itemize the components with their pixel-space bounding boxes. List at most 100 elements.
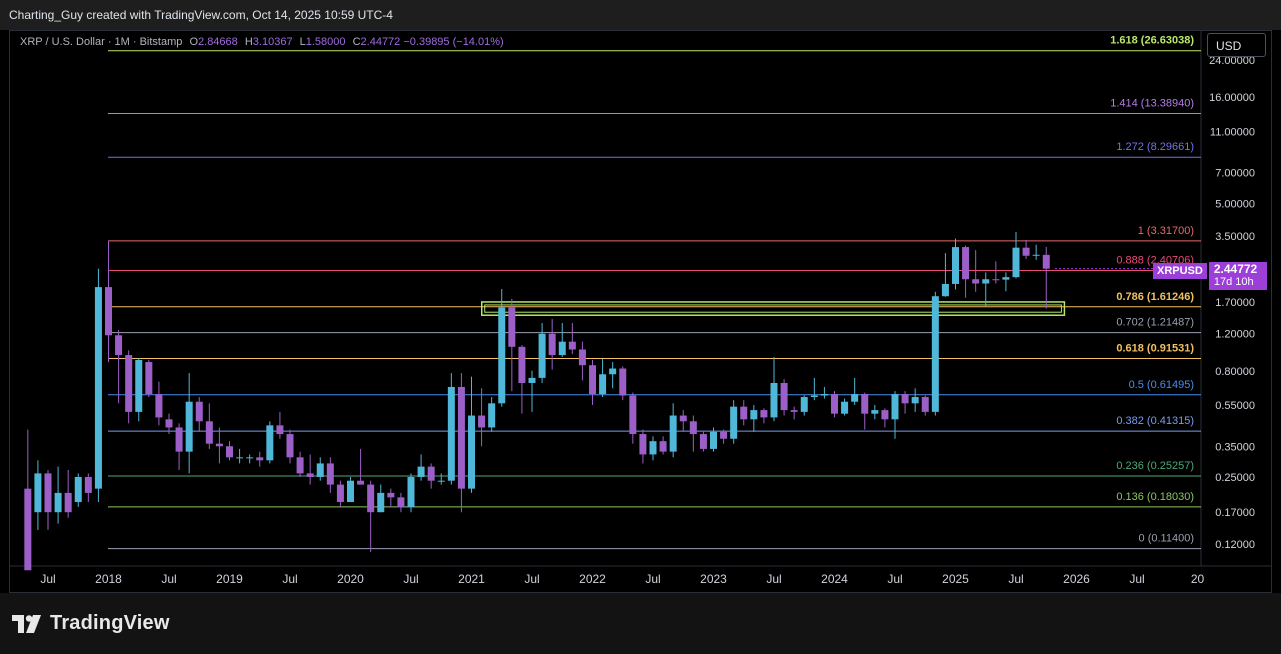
candle-body-2020-02 [357,480,365,485]
candle-body-2024-10 [921,397,929,412]
candle-body-2017-07 [44,473,52,513]
candle-body-2017-09 [64,492,72,513]
attribution-text: Charting_Guy created with TradingView.co… [9,8,393,22]
low-value: 1.58000 [305,36,346,48]
candle-body-2023-03 [730,406,738,439]
candle-body-2019-05 [266,425,274,461]
close-value: 2.44772 [360,36,401,48]
x-tick-2025-07: Jul [1008,572,1023,586]
candle-body-2020-04 [377,492,385,513]
candle-body-2022-09 [669,415,677,452]
candle-body-2019-02 [236,457,244,459]
x-tick-2026-01: 2026 [1063,572,1090,586]
low-label: L [299,36,306,48]
candle-body-2021-07 [528,377,536,383]
candle-body-2025-09 [1032,254,1040,256]
candle-body-2018-03 [125,355,133,412]
symbol-legend[interactable]: XRP / U.S. Dollar · 1M · Bitstamp O2.846… [20,36,504,48]
y-tick-0.25000: 0.25000 [1215,472,1255,484]
candle-body-2019-07 [286,434,294,458]
x-tick-2025-01: 2025 [942,572,969,586]
candle-body-2018-04 [135,360,143,412]
x-tick-2026-07: Jul [1129,572,1144,586]
candle-body-2019-04 [256,457,264,461]
candle-body-2023-11 [810,395,818,398]
candle-body-2025-02 [962,247,970,280]
candle-body-2019-12 [336,484,344,503]
x-tick-2017-07: Jul [40,572,55,586]
x-tick-2018-01: 2018 [95,572,122,586]
y-tick-0.80000: 0.80000 [1215,366,1255,378]
candle-body-2021-08 [538,333,546,378]
x-tick-2027-01: 20 [1191,572,1205,586]
fib-label-1.414: 1.414 (13.38940) [1110,97,1194,109]
x-tick-2024-01: 2024 [821,572,848,586]
candle-body-2017-11 [84,476,92,493]
y-tick-5.00000: 5.00000 [1215,198,1255,210]
y-tick-0.12000: 0.12000 [1215,539,1255,551]
candle-body-2023-08 [780,382,788,411]
price-tag-symbol: XRPUSD [1153,263,1207,279]
candle-body-2020-03 [367,484,375,513]
candle-body-2020-01 [347,480,354,503]
currency-button[interactable]: USD [1207,33,1266,57]
candle-body-2022-02 [599,374,607,395]
x-tick-2019-07: Jul [282,572,297,586]
candle-body-2024-09 [911,397,919,404]
candle-body-2022-11 [689,421,697,435]
candle-body-2024-08 [901,394,909,404]
candle-body-2021-09 [548,333,556,356]
tradingview-logo[interactable]: TradingView [12,612,170,635]
candle-body-2017-10 [74,476,82,503]
x-tick-2024-07: Jul [887,572,902,586]
symbol-name: XRP / U.S. Dollar · 1M · Bitstamp [20,36,183,48]
candle-body-2021-12 [578,349,586,366]
x-tick-2022-07: Jul [645,572,660,586]
candle-body-2022-08 [659,441,667,452]
candle-body-2022-05 [629,395,637,435]
candle-body-2020-05 [387,492,395,498]
candle-body-2020-06 [397,497,405,507]
fib-label-0.702: 0.702 (1.21487) [1116,317,1194,329]
candle-body-2025-06 [1002,277,1010,280]
candle-body-2017-12 [94,287,102,489]
candle-body-2018-11 [205,421,213,444]
candle-body-2024-07 [891,394,899,420]
fib-label-0: 0 (0.11400) [1139,533,1194,545]
footer-bar [0,593,1281,654]
x-tick-2018-07: Jul [161,572,176,586]
fib-label-0.786: 0.786 (1.61246) [1116,291,1194,303]
x-tick-2022-01: 2022 [579,572,606,586]
y-tick-3.50000: 3.50000 [1215,231,1255,243]
candle-body-2023-02 [720,431,728,439]
candle-body-2019-10 [316,463,324,477]
y-tick-1.20000: 1.20000 [1215,329,1255,341]
candle-body-2023-05 [750,410,758,420]
candle-body-2019-01 [226,446,233,458]
support-zone-box [481,301,1066,316]
y-tick-24.00000: 24.00000 [1209,55,1255,67]
candle-body-2020-07 [407,476,415,507]
attribution-bar: Charting_Guy created with TradingView.co… [0,0,1281,30]
fib-label-0.5: 0.5 (0.61495) [1129,379,1194,391]
candle-body-2021-11 [568,341,576,350]
fib-label-0.382: 0.382 (0.41315) [1116,415,1194,427]
x-tick-2020-01: 2020 [337,572,364,586]
candle-body-2021-04 [498,307,506,404]
candle-body-2022-04 [619,368,627,396]
candle-body-2025-04 [982,279,990,284]
candle-body-2025-10 [1042,254,1050,269]
x-tick-2021-01: 2021 [458,572,485,586]
candle-body-2020-08 [417,466,425,477]
candle-body-2019-09 [306,473,314,477]
fib-label-1.272: 1.272 (8.29661) [1116,141,1194,153]
y-tick-16.00000: 16.00000 [1209,92,1255,104]
tradingview-logo-icon [12,614,41,633]
candle-body-2019-11 [326,463,334,485]
candle-body-2017-06 [34,473,42,513]
candle-body-2019-03 [246,457,254,459]
x-tick-2023-01: 2023 [700,572,727,586]
candle-body-2021-05 [508,307,516,347]
candle-body-2020-10 [437,480,445,482]
